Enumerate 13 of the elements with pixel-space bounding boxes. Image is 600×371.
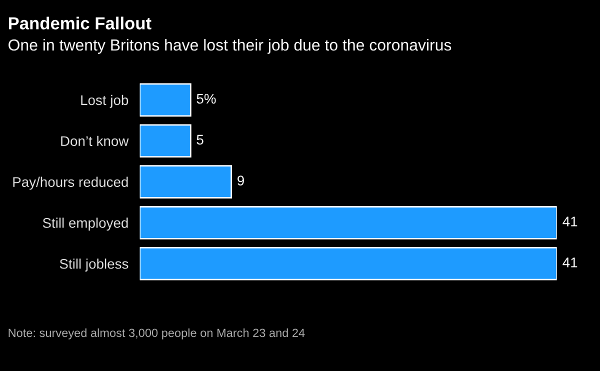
y-tick-label: Still employed	[42, 218, 128, 231]
text: Note: surveyed almost 3,000 people on March 23 and 24	[8, 328, 305, 340]
data-label: 5%	[196, 94, 216, 104]
data-label: 5	[196, 134, 204, 145]
data-label: 9	[238, 176, 244, 186]
data-label: 41	[562, 216, 578, 226]
y-tick-label: Don’t know	[61, 136, 129, 146]
y-tick-label: Still jobless	[60, 258, 128, 272]
y-tick-label: Pay/hours reduced	[13, 176, 128, 190]
y-tick-label: Lost job	[81, 94, 128, 108]
chart-title: Pandemic Fallout	[8, 16, 152, 30]
chart-subtitle: One in twenty Britons have lost their job due to the coronavirus	[8, 38, 452, 54]
data-label: 41	[562, 258, 578, 268]
